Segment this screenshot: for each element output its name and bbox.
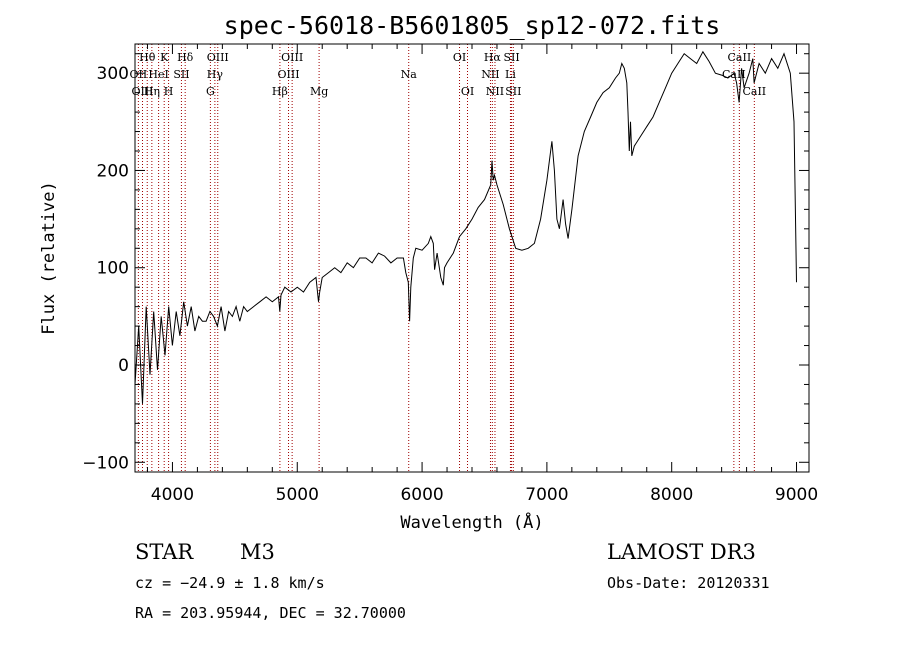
line-label-15: Mg: [310, 85, 328, 98]
line-label-1: OII: [130, 68, 148, 81]
line-label-12: Hβ: [272, 85, 288, 98]
survey-name: LAMOST DR3: [607, 540, 756, 564]
redshift-cz: cz = −24.9 ± 1.8 km/s: [135, 574, 325, 592]
line-label-10: Hγ: [207, 68, 224, 81]
line-label-20: NII: [481, 68, 499, 81]
object-subclass: M3: [240, 540, 275, 564]
line-label-17: OI: [453, 51, 466, 64]
x-tick-label-2: 6000: [400, 485, 443, 505]
line-label-8: Hδ: [177, 51, 194, 64]
spectral-line-markers: [137, 44, 755, 472]
line-label-16: Na: [401, 68, 418, 81]
line-label-11: G: [206, 85, 215, 98]
y-tick-label-2: 100: [97, 259, 129, 279]
line-label-2: OIII: [131, 85, 153, 98]
x-tick-label-5: 9000: [775, 485, 818, 505]
x-tick-label-0: 4000: [151, 485, 194, 505]
line-label-25: CaII: [728, 51, 752, 64]
line-label-18: OI: [461, 85, 474, 98]
line-label-0: Hθ: [139, 51, 156, 64]
x-tick-label-4: 8000: [650, 485, 693, 505]
x-tick-label-1: 5000: [276, 485, 319, 505]
line-label-21: NII: [486, 85, 504, 98]
line-label-5: K: [160, 51, 169, 64]
plot-frame: [134, 43, 810, 473]
y-tick-label-0: −100: [82, 453, 129, 473]
spectrum-line: [134, 50, 797, 404]
x-axis-ticks: 4000 5000 6000 7000 8000 9000: [146, 44, 818, 505]
y-tick-label-3: 200: [97, 161, 129, 181]
line-label-3: Hη: [144, 85, 160, 98]
observation-date: Obs-Date: 20120331: [607, 574, 770, 592]
line-label-14: OIII: [277, 68, 299, 81]
line-label-24: SII: [505, 85, 521, 98]
line-label-23: Li: [505, 68, 516, 81]
line-label-4: HeI: [148, 68, 168, 81]
line-label-13: OIII: [281, 51, 303, 64]
object-class: STAR: [135, 540, 194, 564]
line-label-6: H: [164, 85, 174, 98]
line-label-19: Hα: [484, 51, 502, 64]
coordinates: RA = 203.95944, DEC = 32.70000: [135, 604, 406, 622]
line-label-22: SII: [503, 51, 519, 64]
line-label-27: CaII: [742, 85, 766, 98]
y-axis-label: Flux (relative): [39, 181, 59, 335]
y-axis-ticks: −100 0 100 200 300: [82, 53, 809, 473]
y-tick-label-1: 0: [118, 356, 129, 376]
x-axis-label: Wavelength (Å): [400, 511, 543, 533]
x-tick-label-3: 7000: [525, 485, 568, 505]
y-tick-label-4: 300: [97, 64, 129, 84]
chart-title: spec-56018-B5601805_sp12-072.fits: [224, 11, 721, 40]
line-label-9: OIII: [207, 51, 229, 64]
line-label-7: SII: [173, 68, 189, 81]
